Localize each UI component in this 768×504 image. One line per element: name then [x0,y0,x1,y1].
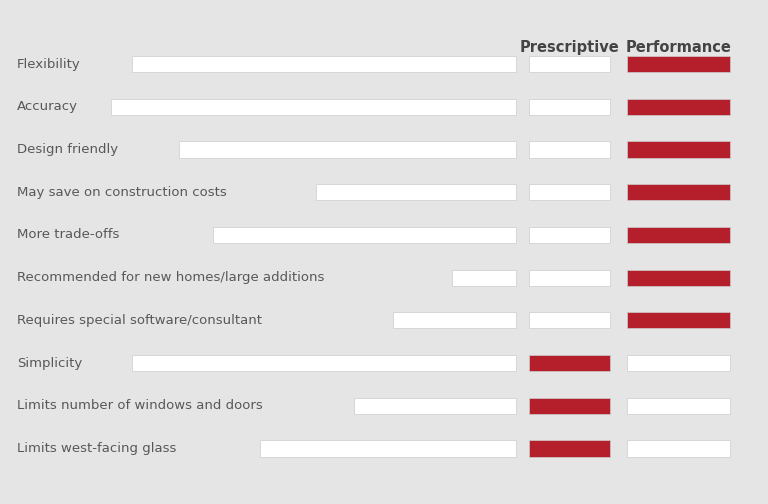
Bar [627,142,730,158]
Bar [529,142,610,158]
Text: Limits number of windows and doors: Limits number of windows and doors [17,399,263,412]
Bar [627,440,730,457]
Text: Accuracy: Accuracy [17,100,78,113]
Bar [529,99,610,115]
Text: Design friendly: Design friendly [17,143,118,156]
Bar [627,355,730,371]
Bar [529,312,610,329]
Bar [627,99,730,115]
Text: Requires special software/consultant: Requires special software/consultant [17,314,262,327]
Bar [111,99,516,115]
Bar [627,270,730,286]
Bar [132,56,516,72]
Bar [529,440,610,457]
Bar [529,270,610,286]
Bar [529,227,610,243]
Text: Prescriptive: Prescriptive [520,40,620,55]
Bar [627,312,730,329]
Text: Performance: Performance [625,40,731,55]
Bar [214,227,516,243]
Text: Flexibility: Flexibility [17,57,81,71]
Bar [627,184,730,200]
Text: Simplicity: Simplicity [17,356,82,369]
Bar [132,355,516,371]
Bar [627,398,730,414]
Bar [452,270,516,286]
Text: Recommended for new homes/large additions: Recommended for new homes/large addition… [17,271,324,284]
Bar [354,398,516,414]
Bar [529,398,610,414]
Text: Limits west-facing glass: Limits west-facing glass [17,442,177,455]
Bar [316,184,516,200]
Bar [529,355,610,371]
Bar [627,227,730,243]
Text: May save on construction costs: May save on construction costs [17,185,227,199]
Text: More trade-offs: More trade-offs [17,228,120,241]
Bar [392,312,516,329]
Bar [627,56,730,72]
Bar [529,184,610,200]
Bar [260,440,516,457]
Bar [179,142,516,158]
Bar [529,56,610,72]
